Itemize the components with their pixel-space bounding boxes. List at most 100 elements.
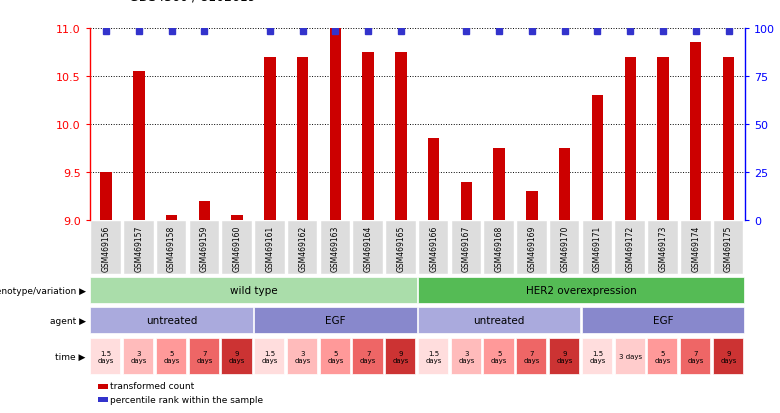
Text: transformed count: transformed count bbox=[110, 382, 194, 391]
Bar bbox=[255, 221, 285, 274]
Bar bbox=[494, 149, 505, 221]
Text: GSM469165: GSM469165 bbox=[396, 225, 406, 271]
Text: agent ▶: agent ▶ bbox=[50, 316, 86, 325]
Text: 5
days: 5 days bbox=[491, 350, 507, 363]
Text: 1.5
days: 1.5 days bbox=[590, 350, 605, 363]
Text: GSM469161: GSM469161 bbox=[265, 225, 275, 271]
Text: HER2 overexpression: HER2 overexpression bbox=[526, 285, 636, 295]
Bar bbox=[123, 338, 153, 374]
Bar bbox=[625, 58, 636, 221]
Bar bbox=[615, 338, 644, 374]
Text: 9
days: 9 days bbox=[229, 350, 245, 363]
Bar bbox=[713, 338, 743, 374]
Text: GSM469174: GSM469174 bbox=[691, 225, 700, 271]
Text: percentile rank within the sample: percentile rank within the sample bbox=[110, 395, 263, 404]
Text: GSM469158: GSM469158 bbox=[167, 225, 176, 271]
Bar bbox=[90, 308, 253, 333]
Text: 3
days: 3 days bbox=[295, 350, 310, 363]
Text: 9
days: 9 days bbox=[557, 350, 573, 363]
Text: EGF: EGF bbox=[325, 316, 346, 325]
Text: 5
days: 5 days bbox=[164, 350, 179, 363]
Text: GSM469163: GSM469163 bbox=[331, 225, 340, 271]
Bar bbox=[648, 221, 678, 274]
Bar bbox=[592, 96, 603, 221]
Bar bbox=[681, 221, 711, 274]
Bar bbox=[91, 221, 121, 274]
Bar bbox=[418, 338, 448, 374]
Bar bbox=[222, 338, 251, 374]
Text: GSM469160: GSM469160 bbox=[232, 225, 242, 271]
Text: 7
days: 7 days bbox=[197, 350, 212, 363]
Bar bbox=[428, 139, 439, 221]
Bar bbox=[714, 221, 743, 274]
Text: time ▶: time ▶ bbox=[55, 352, 86, 361]
Text: GDS4360 / 8102619: GDS4360 / 8102619 bbox=[129, 0, 255, 3]
Bar bbox=[647, 338, 677, 374]
Bar bbox=[330, 29, 341, 221]
Bar bbox=[156, 338, 186, 374]
Bar bbox=[549, 338, 579, 374]
Text: GSM469172: GSM469172 bbox=[626, 225, 635, 271]
Bar bbox=[133, 72, 144, 221]
Text: untreated: untreated bbox=[473, 316, 525, 325]
Text: GSM469157: GSM469157 bbox=[134, 225, 144, 271]
Bar bbox=[517, 221, 547, 274]
Bar bbox=[124, 221, 154, 274]
Text: GSM469162: GSM469162 bbox=[298, 225, 307, 271]
Bar bbox=[559, 149, 570, 221]
Text: 7
days: 7 days bbox=[524, 350, 540, 363]
Bar bbox=[461, 182, 472, 221]
Text: wild type: wild type bbox=[229, 285, 278, 295]
Bar bbox=[385, 338, 415, 374]
Bar bbox=[484, 221, 514, 274]
Bar bbox=[582, 338, 612, 374]
Bar bbox=[484, 338, 513, 374]
Bar bbox=[690, 43, 701, 221]
Bar bbox=[658, 58, 668, 221]
Bar bbox=[254, 308, 417, 333]
Text: 9
days: 9 days bbox=[393, 350, 409, 363]
Bar bbox=[419, 221, 448, 274]
Text: 9
days: 9 days bbox=[721, 350, 736, 363]
Text: EGF: EGF bbox=[653, 316, 673, 325]
Text: 7
days: 7 days bbox=[688, 350, 704, 363]
Bar bbox=[363, 53, 374, 221]
Bar bbox=[287, 338, 317, 374]
Text: 1.5
days: 1.5 days bbox=[262, 350, 278, 363]
Bar bbox=[90, 338, 120, 374]
Text: GSM469168: GSM469168 bbox=[495, 225, 504, 271]
Bar bbox=[232, 216, 243, 221]
Bar bbox=[723, 58, 734, 221]
Bar bbox=[288, 221, 317, 274]
Bar bbox=[526, 192, 537, 221]
Text: GSM469164: GSM469164 bbox=[363, 225, 373, 271]
Bar bbox=[353, 221, 383, 274]
Bar bbox=[199, 202, 210, 221]
Bar bbox=[680, 338, 710, 374]
Text: GSM469170: GSM469170 bbox=[560, 225, 569, 271]
Text: genotype/variation ▶: genotype/variation ▶ bbox=[0, 286, 86, 295]
Bar bbox=[222, 221, 252, 274]
Text: 5
days: 5 days bbox=[655, 350, 671, 363]
Text: GSM469167: GSM469167 bbox=[462, 225, 471, 271]
Bar bbox=[386, 221, 416, 274]
Text: 7
days: 7 days bbox=[360, 350, 376, 363]
Text: 3 days: 3 days bbox=[619, 353, 642, 359]
Text: GSM469171: GSM469171 bbox=[593, 225, 602, 271]
Bar bbox=[157, 221, 186, 274]
Bar bbox=[254, 338, 284, 374]
Bar bbox=[395, 53, 406, 221]
Bar bbox=[297, 58, 308, 221]
Bar bbox=[264, 58, 275, 221]
Text: 3
days: 3 days bbox=[131, 350, 147, 363]
Text: GSM469159: GSM469159 bbox=[200, 225, 209, 271]
Text: untreated: untreated bbox=[146, 316, 197, 325]
Bar bbox=[321, 221, 350, 274]
Bar bbox=[418, 278, 744, 303]
Bar bbox=[101, 173, 112, 221]
Bar bbox=[550, 221, 580, 274]
Bar bbox=[615, 221, 645, 274]
Text: 3
days: 3 days bbox=[459, 350, 474, 363]
Text: GSM469175: GSM469175 bbox=[724, 225, 733, 271]
Bar bbox=[189, 338, 218, 374]
